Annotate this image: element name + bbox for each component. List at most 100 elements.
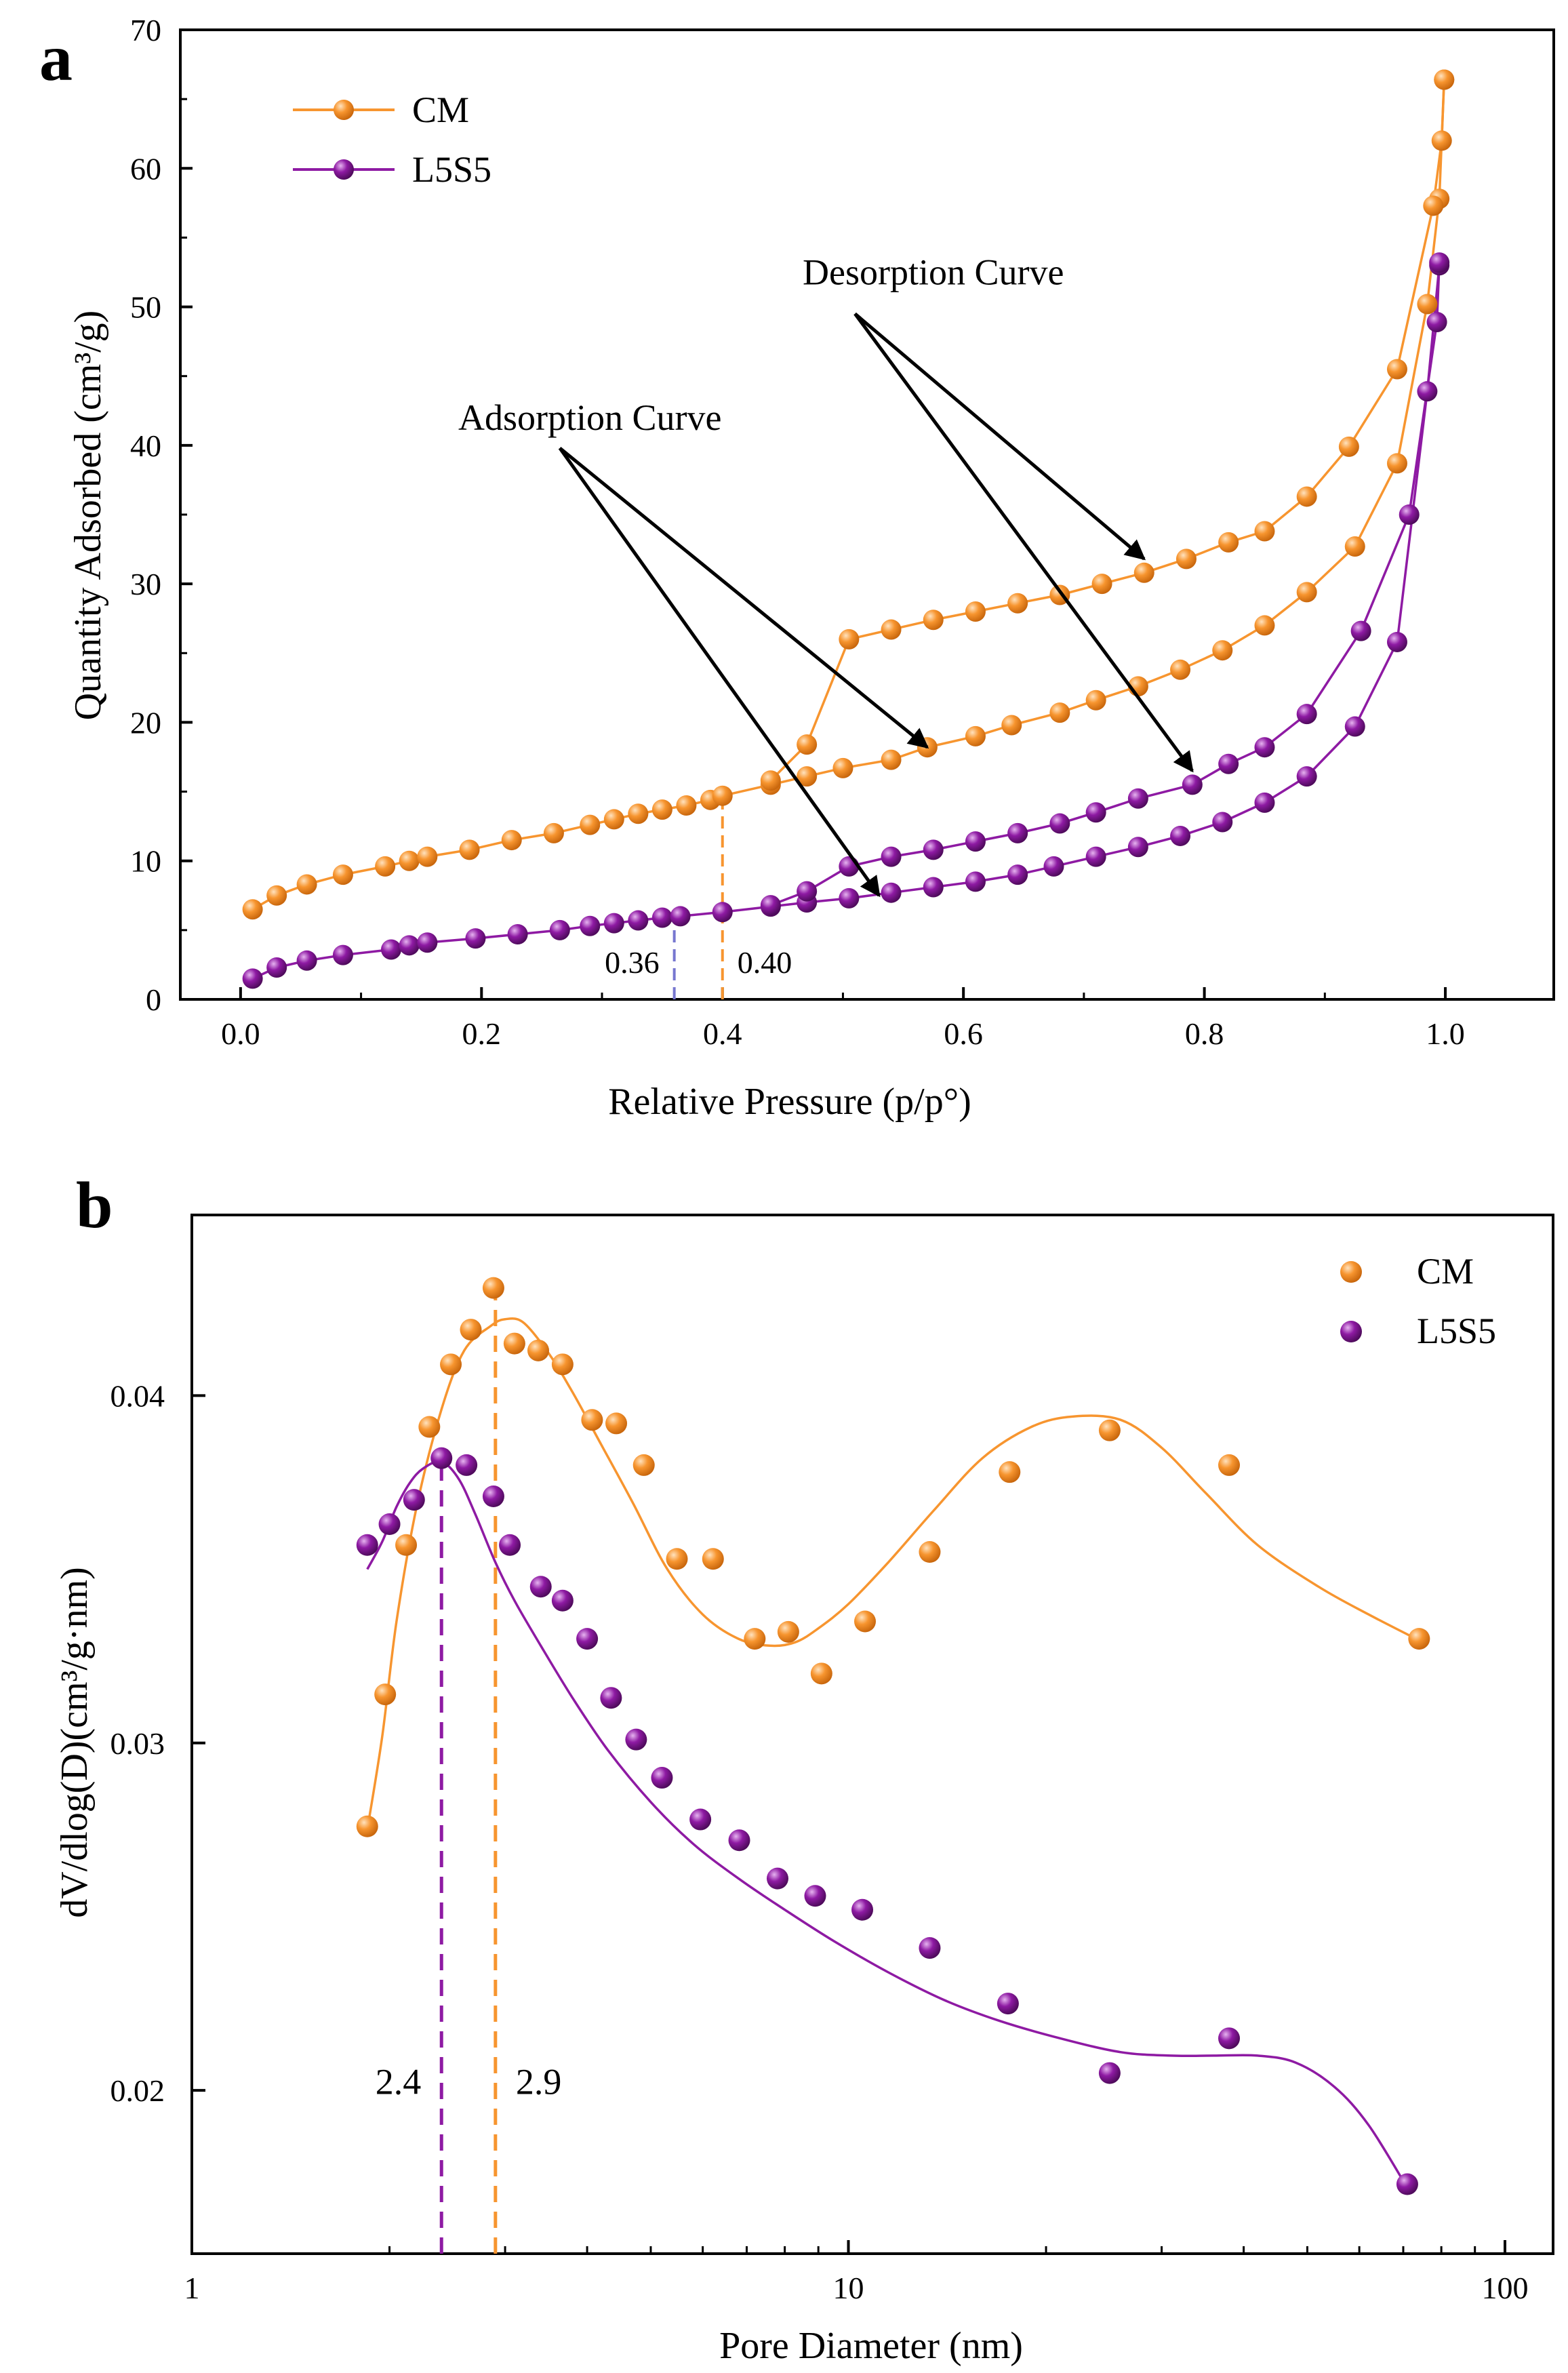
l5s5-adsorption-point (1344, 716, 1365, 737)
l5s5-pore-point (499, 1534, 521, 1556)
l5s5-pore-point (1098, 2062, 1121, 2084)
l5s5-desorption-point (1182, 774, 1203, 795)
l5s5-adsorption-point (507, 923, 528, 944)
l5s5-pore-point (919, 1937, 941, 1959)
l5s5-adsorption-point (242, 968, 263, 989)
cm-adsorption-point (881, 749, 902, 770)
l5s5-adsorption-point (1127, 837, 1148, 858)
cm-adsorption-point (459, 839, 480, 860)
cm-adsorption-point (1296, 582, 1317, 603)
l5s5-adsorption-point (603, 913, 624, 934)
cm-pore-point (581, 1409, 603, 1431)
cm-adsorption-point (242, 899, 263, 920)
l5s5-desorption-point (1296, 704, 1317, 725)
l5s5-adsorption-point (1007, 864, 1028, 885)
cm-pore-point (418, 1416, 441, 1438)
l5s5-adsorption-point (628, 910, 649, 931)
l5s5-adsorption-point (1212, 812, 1233, 833)
panel-b-tick-labels: 1 10 100 0.02 0.03 0.04 (110, 1378, 1529, 2305)
y-tick-label-1: 10 (130, 844, 161, 879)
l5s5-adsorption-point (417, 932, 438, 953)
panel-a-tick-labels: 0.0 0.2 0.4 0.6 0.8 1.0 0 10 20 30 40 50 60 70 (130, 13, 1465, 1051)
cm-adsorption-point (1386, 453, 1407, 474)
b-y-tick-label-0: 0.02 (110, 2073, 165, 2108)
y-tick-label-0: 0 (146, 982, 161, 1017)
y-tick-label-6: 60 (130, 151, 161, 186)
l5s5-adsorption-point (1170, 825, 1191, 846)
l5s5-desorption-point (1399, 504, 1420, 525)
desorption-curve-label: Desorption Curve (803, 252, 1064, 293)
panel-b-ticks (190, 1394, 1506, 2254)
l5s5-adsorption-point (465, 928, 486, 949)
x-tick-label-2: 0.4 (703, 1016, 742, 1051)
cm-pore-point (777, 1620, 799, 1643)
l5s5-desorption-point (1429, 252, 1450, 273)
panel-a: a 0.0 0.2 0.4 0.6 0.8 1.0 0 10 20 30 40 50 60 70 Rela… (39, 13, 1555, 1123)
cm-pore-point (440, 1353, 462, 1376)
cm-pore-point (551, 1353, 574, 1376)
cm-adsorption-point (1417, 294, 1438, 315)
l5s5-desorption-point (1350, 620, 1371, 641)
cm-pore-point (605, 1412, 628, 1435)
panel-b-y-axis-title: dV/dlog(D)(cm³/g·nm) (54, 1567, 96, 1918)
b-y-tick-label-2: 0.04 (110, 1378, 165, 1413)
l5s5-adsorption-point (1254, 792, 1275, 813)
cm-adsorption-point (501, 830, 522, 851)
x-tick-label-0: 0.0 (221, 1016, 260, 1051)
legend-a-cm-label: CM (412, 89, 469, 130)
cm-adsorption-point (651, 799, 672, 820)
cm-pore-point (702, 1548, 724, 1570)
l5s5-pore-point (804, 1885, 826, 1907)
cm-pore-point (810, 1662, 832, 1685)
ref-label-0-40: 0.40 (738, 945, 792, 980)
l5s5-pore-point (576, 1628, 599, 1650)
legend-b-cm-label: CM (1417, 1251, 1474, 1292)
cm-adsorption-line (252, 79, 1446, 911)
cm-adsorption-point (1049, 702, 1070, 723)
cm-desorption-point (797, 734, 818, 755)
cm-adsorption-point (676, 795, 697, 816)
l5s5-desorption-point (923, 839, 944, 860)
ref-label-2-9: 2.9 (516, 2061, 562, 2102)
x-tick-label-1: 0.2 (462, 1016, 502, 1051)
l5s5-pore-point (851, 1898, 874, 1921)
cm-desorption-point (1338, 436, 1359, 457)
cm-desorption-point (1218, 532, 1239, 553)
cm-adsorption-point (965, 725, 986, 746)
l5s5-pore-point (356, 1534, 378, 1556)
y-tick-label-2: 20 (130, 705, 161, 740)
l5s5-pore-point (378, 1513, 401, 1536)
cm-desorption-point (1434, 69, 1455, 90)
cm-adsorption-point (712, 785, 733, 806)
cm-adsorption-point (266, 885, 287, 906)
legend-a-l5s5-marker (334, 159, 354, 180)
adsorption-curve-label: Adsorption Curve (458, 397, 721, 438)
y-tick-label-4: 40 (130, 428, 161, 463)
cm-adsorption-point (580, 814, 601, 835)
b-x-tick-label-0: 1 (184, 2271, 200, 2305)
panel-a-x-axis-title: Relative Pressure (p/p°) (608, 1081, 971, 1123)
l5s5-pore-point (997, 1993, 1019, 2015)
l5s5-pore-point (625, 1728, 647, 1751)
cm-pore-point (356, 1815, 378, 1837)
l5s5-desorption-point (1049, 813, 1070, 834)
l5s5-desorption-point (760, 895, 781, 916)
panel-b-legend: CM L5S5 (1340, 1251, 1496, 1351)
l5s5-adsorption-point (1043, 856, 1064, 877)
l5s5-pore-point (1218, 2027, 1241, 2050)
cm-pore-point (919, 1541, 941, 1563)
l5s5-adsorption-point (670, 906, 691, 927)
cm-desorption-point (1133, 562, 1154, 583)
b-x-tick-label-1: 10 (833, 2271, 864, 2305)
l5s5-desorption-point (839, 856, 860, 877)
l5s5-adsorption-point (1417, 381, 1438, 402)
b-x-tick-label-2: 100 (1482, 2271, 1529, 2305)
l5s5-pore-point (456, 1454, 478, 1476)
panel-a-arrows (558, 312, 1194, 898)
l5s5-adsorption-point (266, 957, 287, 978)
l5s5-pore-point (482, 1485, 504, 1508)
cm-adsorption-point (543, 822, 564, 843)
y-tick-label-3: 30 (130, 567, 161, 601)
cm-pore-point (503, 1332, 525, 1355)
ref-label-0-36: 0.36 (605, 945, 660, 980)
